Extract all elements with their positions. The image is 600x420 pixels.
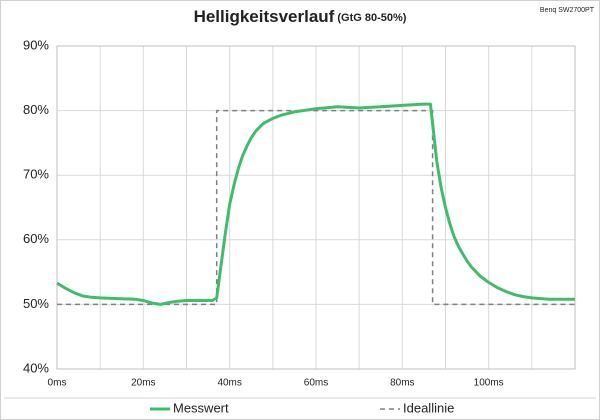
- x-tick-label: 40ms: [217, 378, 241, 389]
- ideal-line: [57, 109, 575, 306]
- measured-line: [56, 102, 575, 306]
- x-tick-label: 60ms: [304, 378, 328, 389]
- y-tick-label: 60%: [23, 231, 49, 246]
- annotation: Benq SW2700PT: [540, 7, 595, 14]
- y-tick-label: 50%: [23, 296, 49, 311]
- plot-area: [56, 45, 576, 370]
- y-tick-label: 90%: [23, 37, 49, 52]
- x-tick-label: 80ms: [390, 378, 414, 389]
- x-tick-label: 20ms: [131, 378, 155, 389]
- y-tick-label: 70%: [23, 167, 49, 182]
- y-tick-label: 40%: [23, 360, 49, 375]
- chart-title-group: Helligkeitsverlauf (GtG 80-50%): [194, 7, 407, 26]
- legend-label: Messwert: [173, 400, 229, 415]
- legend-label: Ideallinie: [403, 400, 454, 415]
- y-tick-label: 80%: [23, 102, 49, 117]
- x-tick-label: 0ms: [48, 378, 67, 389]
- chart-title: Helligkeitsverlauf: [194, 7, 335, 26]
- chart-subtitle: (GtG 80-50%): [337, 12, 406, 24]
- x-tick-label: 100ms: [474, 378, 504, 389]
